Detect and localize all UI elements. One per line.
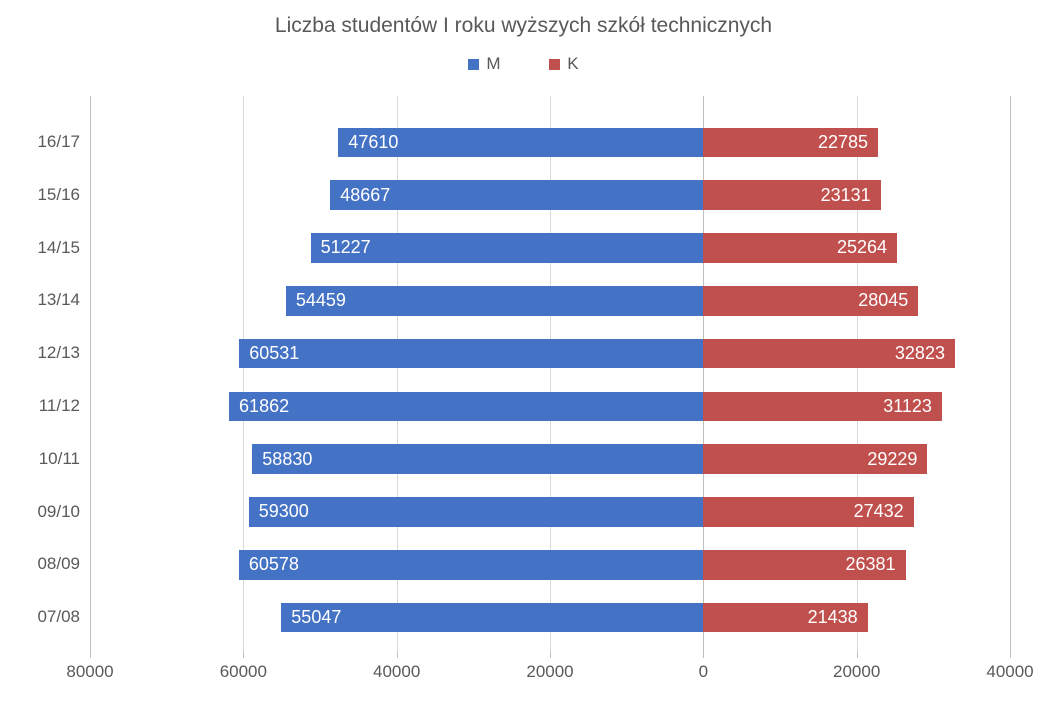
bar-k: 23131 <box>703 180 880 210</box>
x-axis-label: 40000 <box>357 662 437 682</box>
bar-k: 26381 <box>703 550 905 580</box>
bar-m: 60531 <box>239 339 703 369</box>
bar-k: 32823 <box>703 339 955 369</box>
y-axis-label: 12/13 <box>10 343 80 363</box>
x-tick <box>243 652 244 658</box>
x-axis-label: 80000 <box>50 662 130 682</box>
bar-m: 58830 <box>252 444 703 474</box>
bar-m: 60578 <box>239 550 703 580</box>
y-axis-label: 11/12 <box>10 396 80 416</box>
bar-m: 59300 <box>249 497 704 527</box>
y-axis-label: 07/08 <box>10 607 80 627</box>
legend-swatch-k <box>549 59 560 70</box>
y-axis-label: 13/14 <box>10 290 80 310</box>
x-axis-label: 20000 <box>510 662 590 682</box>
y-axis-label: 15/16 <box>10 185 80 205</box>
x-axis-label: 40000 <box>970 662 1047 682</box>
legend-item-k: K <box>549 54 578 74</box>
plot-area: 800006000040000200000200004000016/174761… <box>90 96 1010 652</box>
x-tick <box>90 652 91 658</box>
bar-k: 29229 <box>703 444 927 474</box>
bar-m: 55047 <box>281 603 703 633</box>
y-axis-label: 16/17 <box>10 132 80 152</box>
x-axis-label: 0 <box>663 662 743 682</box>
y-axis-label: 09/10 <box>10 502 80 522</box>
y-axis-label: 14/15 <box>10 238 80 258</box>
legend-label-k: K <box>567 54 578 74</box>
x-axis-label: 60000 <box>203 662 283 682</box>
bar-k: 27432 <box>703 497 913 527</box>
x-axis-label: 20000 <box>817 662 897 682</box>
y-axis-label: 08/09 <box>10 554 80 574</box>
bar-m: 54459 <box>286 286 704 316</box>
bar-k: 25264 <box>703 233 897 263</box>
bar-m: 48667 <box>330 180 703 210</box>
gridline <box>90 96 91 652</box>
bar-m: 51227 <box>311 233 704 263</box>
x-tick <box>1010 652 1011 658</box>
bar-k: 31123 <box>703 392 942 422</box>
chart-title: Liczba studentów I roku wyższych szkół t… <box>0 14 1047 38</box>
bar-k: 22785 <box>703 128 878 158</box>
y-axis-label: 10/11 <box>10 449 80 469</box>
legend-label-m: M <box>486 54 500 74</box>
legend-item-m: M <box>468 54 500 74</box>
bar-m: 61862 <box>229 392 703 422</box>
x-tick <box>397 652 398 658</box>
bar-k: 21438 <box>703 603 867 633</box>
legend-swatch-m <box>468 59 479 70</box>
x-tick <box>550 652 551 658</box>
chart-container: Liczba studentów I roku wyższych szkół t… <box>0 0 1047 719</box>
bar-k: 28045 <box>703 286 918 316</box>
chart-legend: M K <box>0 54 1047 75</box>
bar-m: 47610 <box>338 128 703 158</box>
x-tick <box>857 652 858 658</box>
gridline <box>1010 96 1011 652</box>
x-tick <box>703 652 704 658</box>
